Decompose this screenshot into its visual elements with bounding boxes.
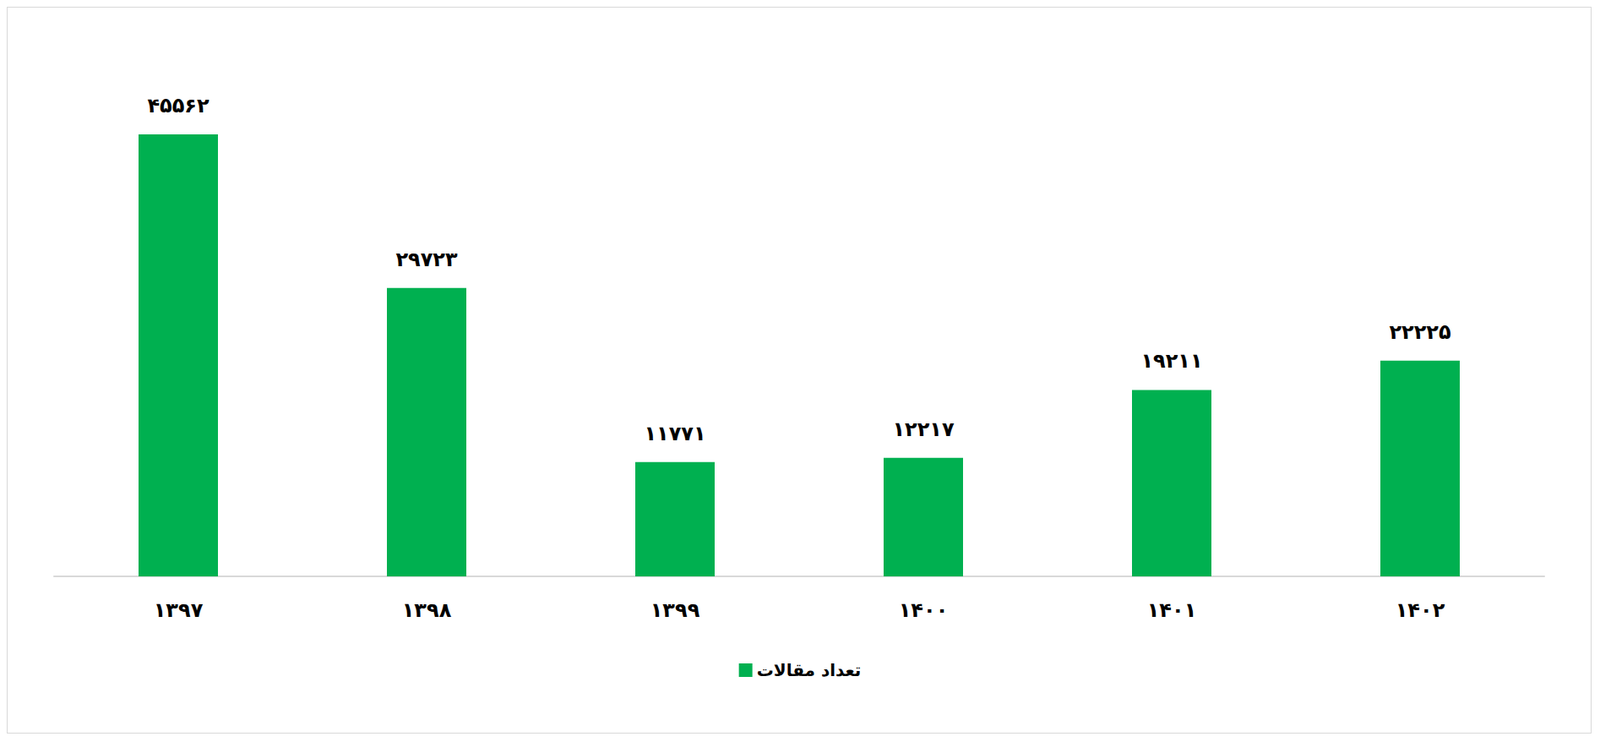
- svg-text:۱۴۰۰: ۱۴۰۰: [898, 598, 949, 622]
- svg-text:۱۳۹۷: ۱۳۹۷: [153, 598, 204, 622]
- svg-text:۲۹۷۲۳: ۲۹۷۲۳: [395, 247, 458, 272]
- svg-text:۱۴۰۲: ۱۴۰۲: [1395, 598, 1446, 622]
- svg-text:۱۳۹۹: ۱۳۹۹: [650, 598, 701, 622]
- svg-text:تعداد مقالات: تعداد مقالات: [756, 659, 862, 681]
- svg-text:۱۹۲۱۱: ۱۹۲۱۱: [1140, 348, 1203, 373]
- svg-text:۴۵۵۶۲: ۴۵۵۶۲: [146, 93, 210, 118]
- svg-text:۱۳۹۸: ۱۳۹۸: [402, 598, 452, 622]
- svg-text:۲۲۲۲۵: ۲۲۲۲۵: [1388, 320, 1451, 344]
- svg-text:۱۱۷۷۱: ۱۱۷۷۱: [643, 421, 706, 446]
- svg-text:۱۲۲۱۷: ۱۲۲۱۷: [892, 417, 955, 441]
- svg-text:۱۴۰۱: ۱۴۰۱: [1147, 598, 1198, 622]
